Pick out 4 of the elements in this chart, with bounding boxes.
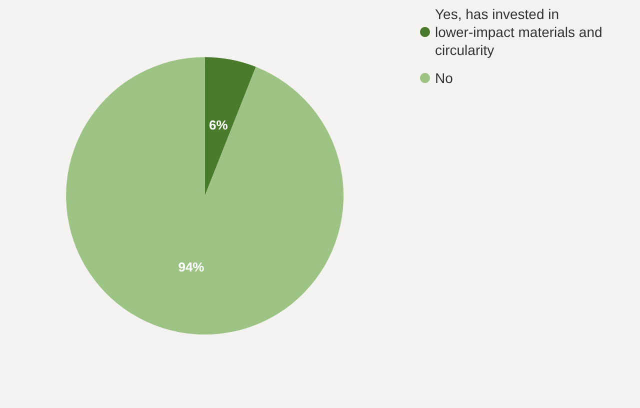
legend-label: Yes, has invested in lower-impact materials and circularity bbox=[435, 6, 606, 58]
data-label: 94% bbox=[178, 259, 205, 274]
legend-label: No bbox=[435, 70, 454, 86]
data-label: 6% bbox=[208, 117, 228, 132]
